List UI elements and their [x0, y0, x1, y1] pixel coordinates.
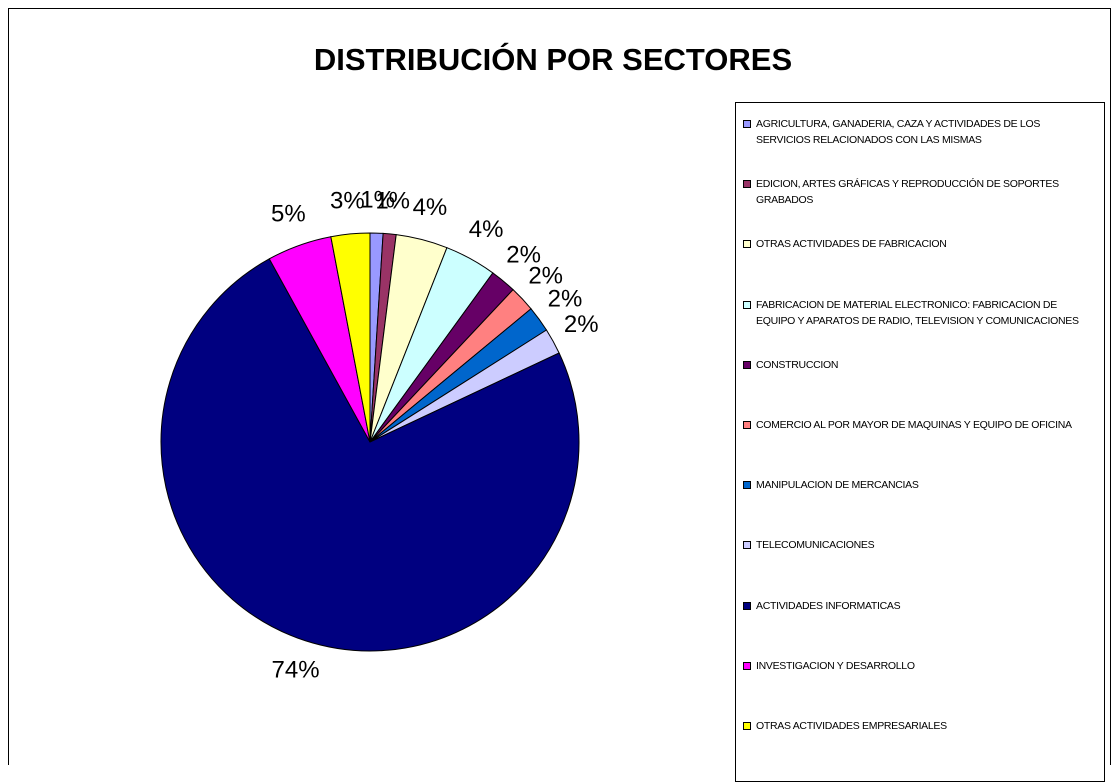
- legend-swatch: [743, 180, 751, 189]
- legend-entry: COMERCIO AL POR MAYOR DE MAQUINAS Y EQUI…: [742, 417, 1092, 433]
- legend-entry: CONSTRUCCION: [742, 357, 1092, 373]
- page: DISTRIBUCIÓN POR SECTORES 1% 1% 4% 4% 2% 2% 2%…: [8, 8, 1111, 782]
- legend-entry: OTRAS ACTIVIDADES EMPRESARIALES: [742, 718, 1092, 734]
- data-label: 74%: [272, 657, 320, 684]
- legend-entry: TELECOMUNICACIONES: [742, 537, 1092, 553]
- data-label: 1%: [360, 186, 395, 213]
- data-label: 2%: [506, 242, 541, 269]
- legend-swatch: [743, 661, 751, 670]
- legend-swatch: [743, 541, 751, 550]
- legend-swatch: [743, 300, 751, 309]
- pie-slice: [330, 232, 371, 443]
- data-label: 3%: [330, 187, 365, 214]
- legend-entry: INVESTIGACION Y DESARROLLO: [742, 658, 1092, 674]
- legend-entry: MANIPULACION DE MERCANCIAS: [742, 477, 1092, 493]
- legend-entry: OTRAS ACTIVIDADES DE FABRICACION: [742, 236, 1092, 252]
- legend-swatch: [743, 481, 751, 490]
- legend-entry: ACTIVIDADES INFORMATICAS: [742, 598, 1092, 614]
- legend-label: CONSTRUCCION: [756, 358, 839, 371]
- legend-swatch: [743, 601, 751, 610]
- legend-label: MANIPULACION DE MERCANCIAS: [756, 479, 919, 492]
- chart-title: DISTRIBUCIÓN POR SECTORES: [314, 41, 792, 77]
- legend-label: COMERCIO AL POR MAYOR DE MAQUINAS Y EQUI…: [756, 419, 1072, 431]
- chart: DISTRIBUCIÓN POR SECTORES 1%1% 4%4%2%2%2%…: [8, 8, 1111, 765]
- legend-label: EDICION, ARTES GRÁFICAS Y REPRODUCCIÓN D…: [756, 178, 1059, 207]
- data-label: 1%: [375, 187, 410, 214]
- data-label: 2%: [564, 311, 599, 338]
- legend-entry: FABRICACION DE MATERIAL ELECTRONICO: FAB…: [742, 297, 1092, 329]
- data-label: 2%: [528, 262, 563, 289]
- legend-label: AGRICULTURA, GANADERIA, CAZA Y ACTIVIDAD…: [756, 118, 1041, 146]
- legend-label: OTRAS ACTIVIDADES EMPRESARIALES: [756, 720, 947, 732]
- legend-swatch: [743, 421, 751, 429]
- pie-slice: [160, 258, 580, 652]
- legend-swatch: [743, 240, 751, 249]
- data-label: 2%: [548, 286, 583, 313]
- legend-label: ACTIVIDADES INFORMATICAS: [756, 599, 901, 612]
- legend-swatch: [743, 360, 751, 369]
- data-label: 4%: [469, 216, 504, 243]
- data-label: 5%: [271, 201, 306, 228]
- legend-label: FABRICACION DE MATERIAL ELECTRONICO: FAB…: [756, 298, 1079, 327]
- legend-label: INVESTIGACION Y DESARROLLO: [756, 659, 915, 672]
- data-label: 4%: [413, 194, 448, 221]
- legend-label: TELECOMUNICACIONES: [756, 539, 875, 552]
- legend-swatch: [743, 722, 751, 730]
- legend: AGRICULTURA, GANADERIA, CAZA Y ACTIVIDAD…: [735, 102, 1105, 782]
- legend-entry: EDICION, ARTES GRÁFICAS Y REPRODUCCIÓN D…: [742, 176, 1092, 208]
- legend-entry: AGRICULTURA, GANADERIA, CAZA Y ACTIVIDAD…: [742, 116, 1092, 148]
- legend-swatch: [743, 120, 751, 128]
- legend-label: OTRAS ACTIVIDADES DE FABRICACION: [756, 238, 947, 251]
